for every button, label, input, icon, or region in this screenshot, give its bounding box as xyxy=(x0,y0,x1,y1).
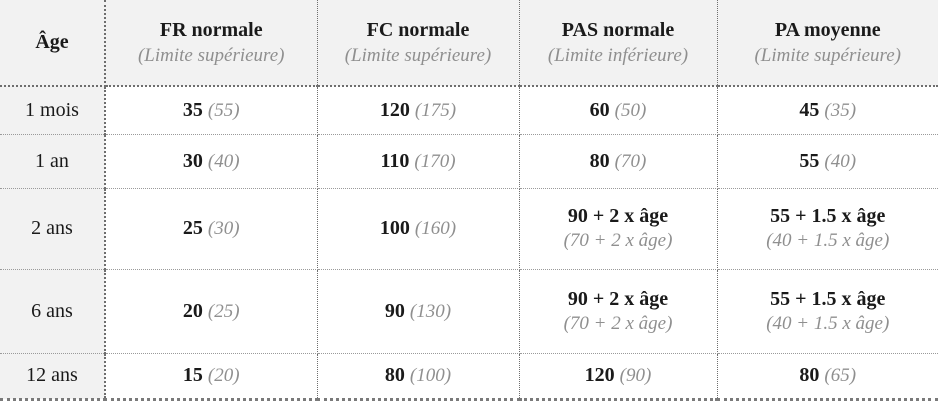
table-row-1-mois: 1 mois 35 (55) 120 (175) 60 (50) 45 (35) xyxy=(0,86,938,135)
cell-value: 120 xyxy=(379,98,410,121)
cell-limit: (25) xyxy=(207,300,240,322)
cell-value: 90 + 2 x âge xyxy=(567,287,669,310)
cell-value: 55 + 1.5 x âge xyxy=(770,205,886,227)
table-header-row: Âge FR normale (Limite supérieure) FC no… xyxy=(0,0,938,87)
cell-fr: 35 (55) xyxy=(105,86,318,135)
cell-fc: 110 (170) xyxy=(317,134,520,189)
cell-limit: (90) xyxy=(619,365,652,386)
row-label-age: 2 ans xyxy=(0,188,106,270)
cell-value: 30 xyxy=(182,149,203,172)
header-cell-pas: PAS normale (Limite inférieure) xyxy=(519,0,718,87)
table-row-6-ans: 6 ans 20 (25) 90 (130) 90 + 2 x âge (70 + 2… xyxy=(0,269,938,354)
cell-limit: (30) xyxy=(207,218,240,239)
cell-limit: (130) xyxy=(409,300,452,322)
cell-pas: 120 (90) xyxy=(519,353,718,399)
row-label-age: 6 ans xyxy=(0,269,106,354)
cell-fr: 20 (25) xyxy=(105,269,318,354)
cell-pas: 90 + 2 x âge (70 + 2 x âge) xyxy=(519,269,718,354)
cell-limit: (40 + 1.5 x âge) xyxy=(766,230,890,251)
cell-fc: 80 (100) xyxy=(317,353,520,399)
cell-limit: (100) xyxy=(409,365,452,386)
cell-limit: (20) xyxy=(207,365,240,386)
table-row-12-ans: 12 ans 15 (20) 80 (100) 120 (90) 80 (65) xyxy=(0,353,938,399)
cell-pa-moyenne: 45 (35) xyxy=(717,86,938,135)
cell-fc: 100 (160) xyxy=(317,188,520,270)
cell-value: 55 xyxy=(799,149,820,172)
cell-value: 90 + 2 x âge xyxy=(567,205,669,227)
cell-limit: (65) xyxy=(824,365,857,386)
header-cell-fc: FC normale (Limite supérieure) xyxy=(317,0,520,87)
cell-fr: 25 (30) xyxy=(105,188,318,270)
cell-value: 100 xyxy=(379,217,410,239)
cell-pas: 60 (50) xyxy=(519,86,718,135)
header-label: PA moyenne xyxy=(774,18,881,41)
cell-fc: 120 (175) xyxy=(317,86,520,135)
cell-value: 45 xyxy=(799,98,820,121)
cell-value: 80 xyxy=(384,364,405,386)
cell-pas: 80 (70) xyxy=(519,134,718,189)
cell-limit: (70 + 2 x âge) xyxy=(563,312,673,334)
row-label-age: 1 an xyxy=(0,134,106,189)
cell-pa-moyenne: 55 (40) xyxy=(717,134,938,189)
cell-limit: (50) xyxy=(614,99,647,121)
cell-value: 110 xyxy=(380,149,410,172)
cell-limit: (70) xyxy=(614,150,647,172)
cell-limit: (35) xyxy=(824,99,857,121)
cell-value: 80 xyxy=(589,149,610,172)
header-cell-age: Âge xyxy=(0,0,106,87)
cell-value: 20 xyxy=(182,299,203,322)
header-sublabel: (Limite supérieure) xyxy=(137,44,285,66)
cell-limit: (160) xyxy=(414,218,457,239)
header-label: Âge xyxy=(35,31,69,53)
header-label: FC normale xyxy=(366,18,470,41)
cell-pa-moyenne: 55 + 1.5 x âge (40 + 1.5 x âge) xyxy=(717,188,938,270)
cell-limit: (170) xyxy=(414,150,456,172)
cell-limit: (55) xyxy=(207,99,240,121)
cell-fr: 30 (40) xyxy=(105,134,318,189)
header-cell-pa-moyenne: PA moyenne (Limite supérieure) xyxy=(717,0,938,87)
cell-limit: (40 + 1.5 x âge) xyxy=(766,312,890,334)
cell-limit: (70 + 2 x âge) xyxy=(563,230,673,251)
pediatric-vitals-table: Âge FR normale (Limite supérieure) FC no… xyxy=(0,0,938,401)
cell-pa-moyenne: 80 (65) xyxy=(717,353,938,399)
cell-value: 80 xyxy=(799,364,820,386)
header-sublabel: (Limite supérieure) xyxy=(754,44,902,66)
cell-pas: 90 + 2 x âge (70 + 2 x âge) xyxy=(519,188,718,270)
header-label: PAS normale xyxy=(561,18,675,41)
header-label: FR normale xyxy=(159,18,263,41)
cell-pa-moyenne: 55 + 1.5 x âge (40 + 1.5 x âge) xyxy=(717,269,938,354)
header-sublabel: (Limite inférieure) xyxy=(547,44,689,66)
header-cell-fr: FR normale (Limite supérieure) xyxy=(105,0,318,87)
table-row-1-an: 1 an 30 (40) 110 (170) 80 (70) 55 (40) xyxy=(0,134,938,189)
header-sublabel: (Limite supérieure) xyxy=(344,44,492,66)
cell-fr: 15 (20) xyxy=(105,353,318,399)
cell-value: 15 xyxy=(182,364,203,386)
cell-limit: (40) xyxy=(824,150,857,172)
cell-value: 120 xyxy=(584,364,615,386)
row-label-age: 1 mois xyxy=(0,86,106,135)
cell-value: 60 xyxy=(589,98,610,121)
table-row-2-ans: 2 ans 25 (30) 100 (160) 90 + 2 x âge (70 + … xyxy=(0,188,938,270)
cell-limit: (40) xyxy=(207,150,240,172)
row-label-age: 12 ans xyxy=(0,353,106,399)
cell-value: 35 xyxy=(182,98,203,121)
cell-fc: 90 (130) xyxy=(317,269,520,354)
cell-limit: (175) xyxy=(414,99,457,121)
cell-value: 55 + 1.5 x âge xyxy=(770,287,886,310)
cell-value: 25 xyxy=(182,217,203,239)
cell-value: 90 xyxy=(384,299,405,322)
